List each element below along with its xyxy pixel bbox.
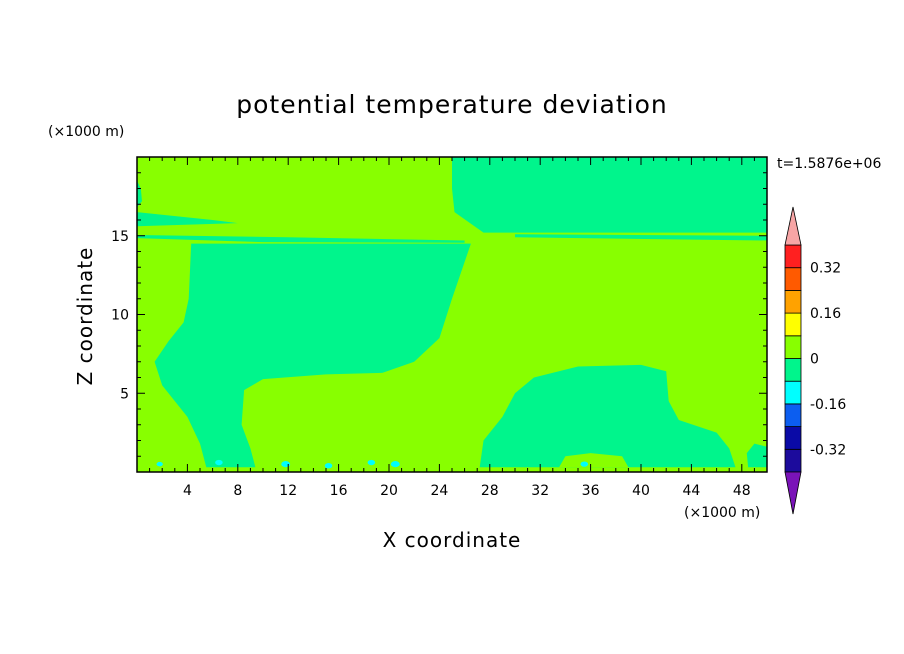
x-tick-label: 24 [430, 483, 448, 499]
far-right-cold [746, 443, 767, 468]
colorbar-tick-label: 0.16 [810, 306, 841, 322]
colorbar-swatch [784, 380, 802, 405]
colorbar-swatch [784, 312, 802, 337]
x-tick-label: 28 [481, 483, 499, 499]
colorbar: 0.32 0.16 0 -0.16 -0.32 [784, 206, 846, 515]
colorbar-swatch [784, 426, 802, 450]
cold-speck [324, 463, 333, 469]
colorbar-over-arrow [784, 206, 802, 246]
x-tick-label: 36 [582, 483, 600, 499]
x-tick-label: 16 [330, 483, 348, 499]
colorbar-under-arrow [784, 471, 802, 515]
plot-area [137, 157, 767, 472]
y-tick-label: 15 [111, 229, 129, 245]
cold-speck [367, 459, 376, 466]
right-cold-streak [697, 216, 767, 222]
colorbar-tick-label: 0 [810, 352, 819, 368]
colorbar-swatch [784, 335, 802, 359]
cold-speck [281, 461, 291, 468]
upper-right-cold-region [452, 157, 767, 233]
y-unit-label: (×1000 m) [48, 124, 124, 140]
x-tick-label: 8 [233, 483, 242, 499]
left-mid-cold-region [154, 243, 471, 468]
colorbar-swatch [784, 289, 802, 314]
lower-right-inner-warm [559, 453, 629, 468]
y-axis-label: Z coordinate [73, 247, 97, 386]
colorbar-tick-label: 0.32 [810, 261, 841, 277]
x-tick-label: 40 [632, 483, 650, 499]
x-tick-label: 48 [733, 483, 751, 499]
x-tick-label: 20 [380, 483, 398, 499]
chart-title: potential temperature deviation [236, 90, 667, 119]
x-tick-label: 44 [682, 483, 700, 499]
x-tick-label: 12 [279, 483, 297, 499]
lower-right-cold-region [479, 364, 736, 468]
colorbar-swatch [784, 244, 802, 269]
thin-band-15 [137, 235, 465, 243]
time-label: t=1.5876e+06 [777, 156, 881, 172]
upper-left-cold-band [137, 212, 238, 227]
cold-speck [390, 461, 400, 468]
x-unit-label: (×1000 m) [684, 505, 760, 521]
colorbar-tick-label: -0.16 [810, 397, 846, 413]
colorbar-swatch [784, 267, 802, 291]
x-tick-label: 32 [531, 483, 549, 499]
colorbar-swatch [784, 448, 802, 473]
colorbar-swatch [784, 358, 802, 382]
cold-speck [215, 459, 223, 466]
y-tick-label: 5 [120, 386, 129, 402]
left-edge-cold [137, 180, 142, 208]
cold-speck [580, 461, 589, 467]
x-tick-label: 4 [183, 483, 192, 499]
colorbar-tick-label: -0.32 [810, 442, 846, 458]
y-tick-label: 10 [111, 308, 129, 324]
cold-speck [156, 461, 163, 467]
colorbar-swatch [784, 403, 802, 427]
x-axis-label: X coordinate [383, 528, 522, 552]
thin-band-15-right [515, 234, 767, 241]
